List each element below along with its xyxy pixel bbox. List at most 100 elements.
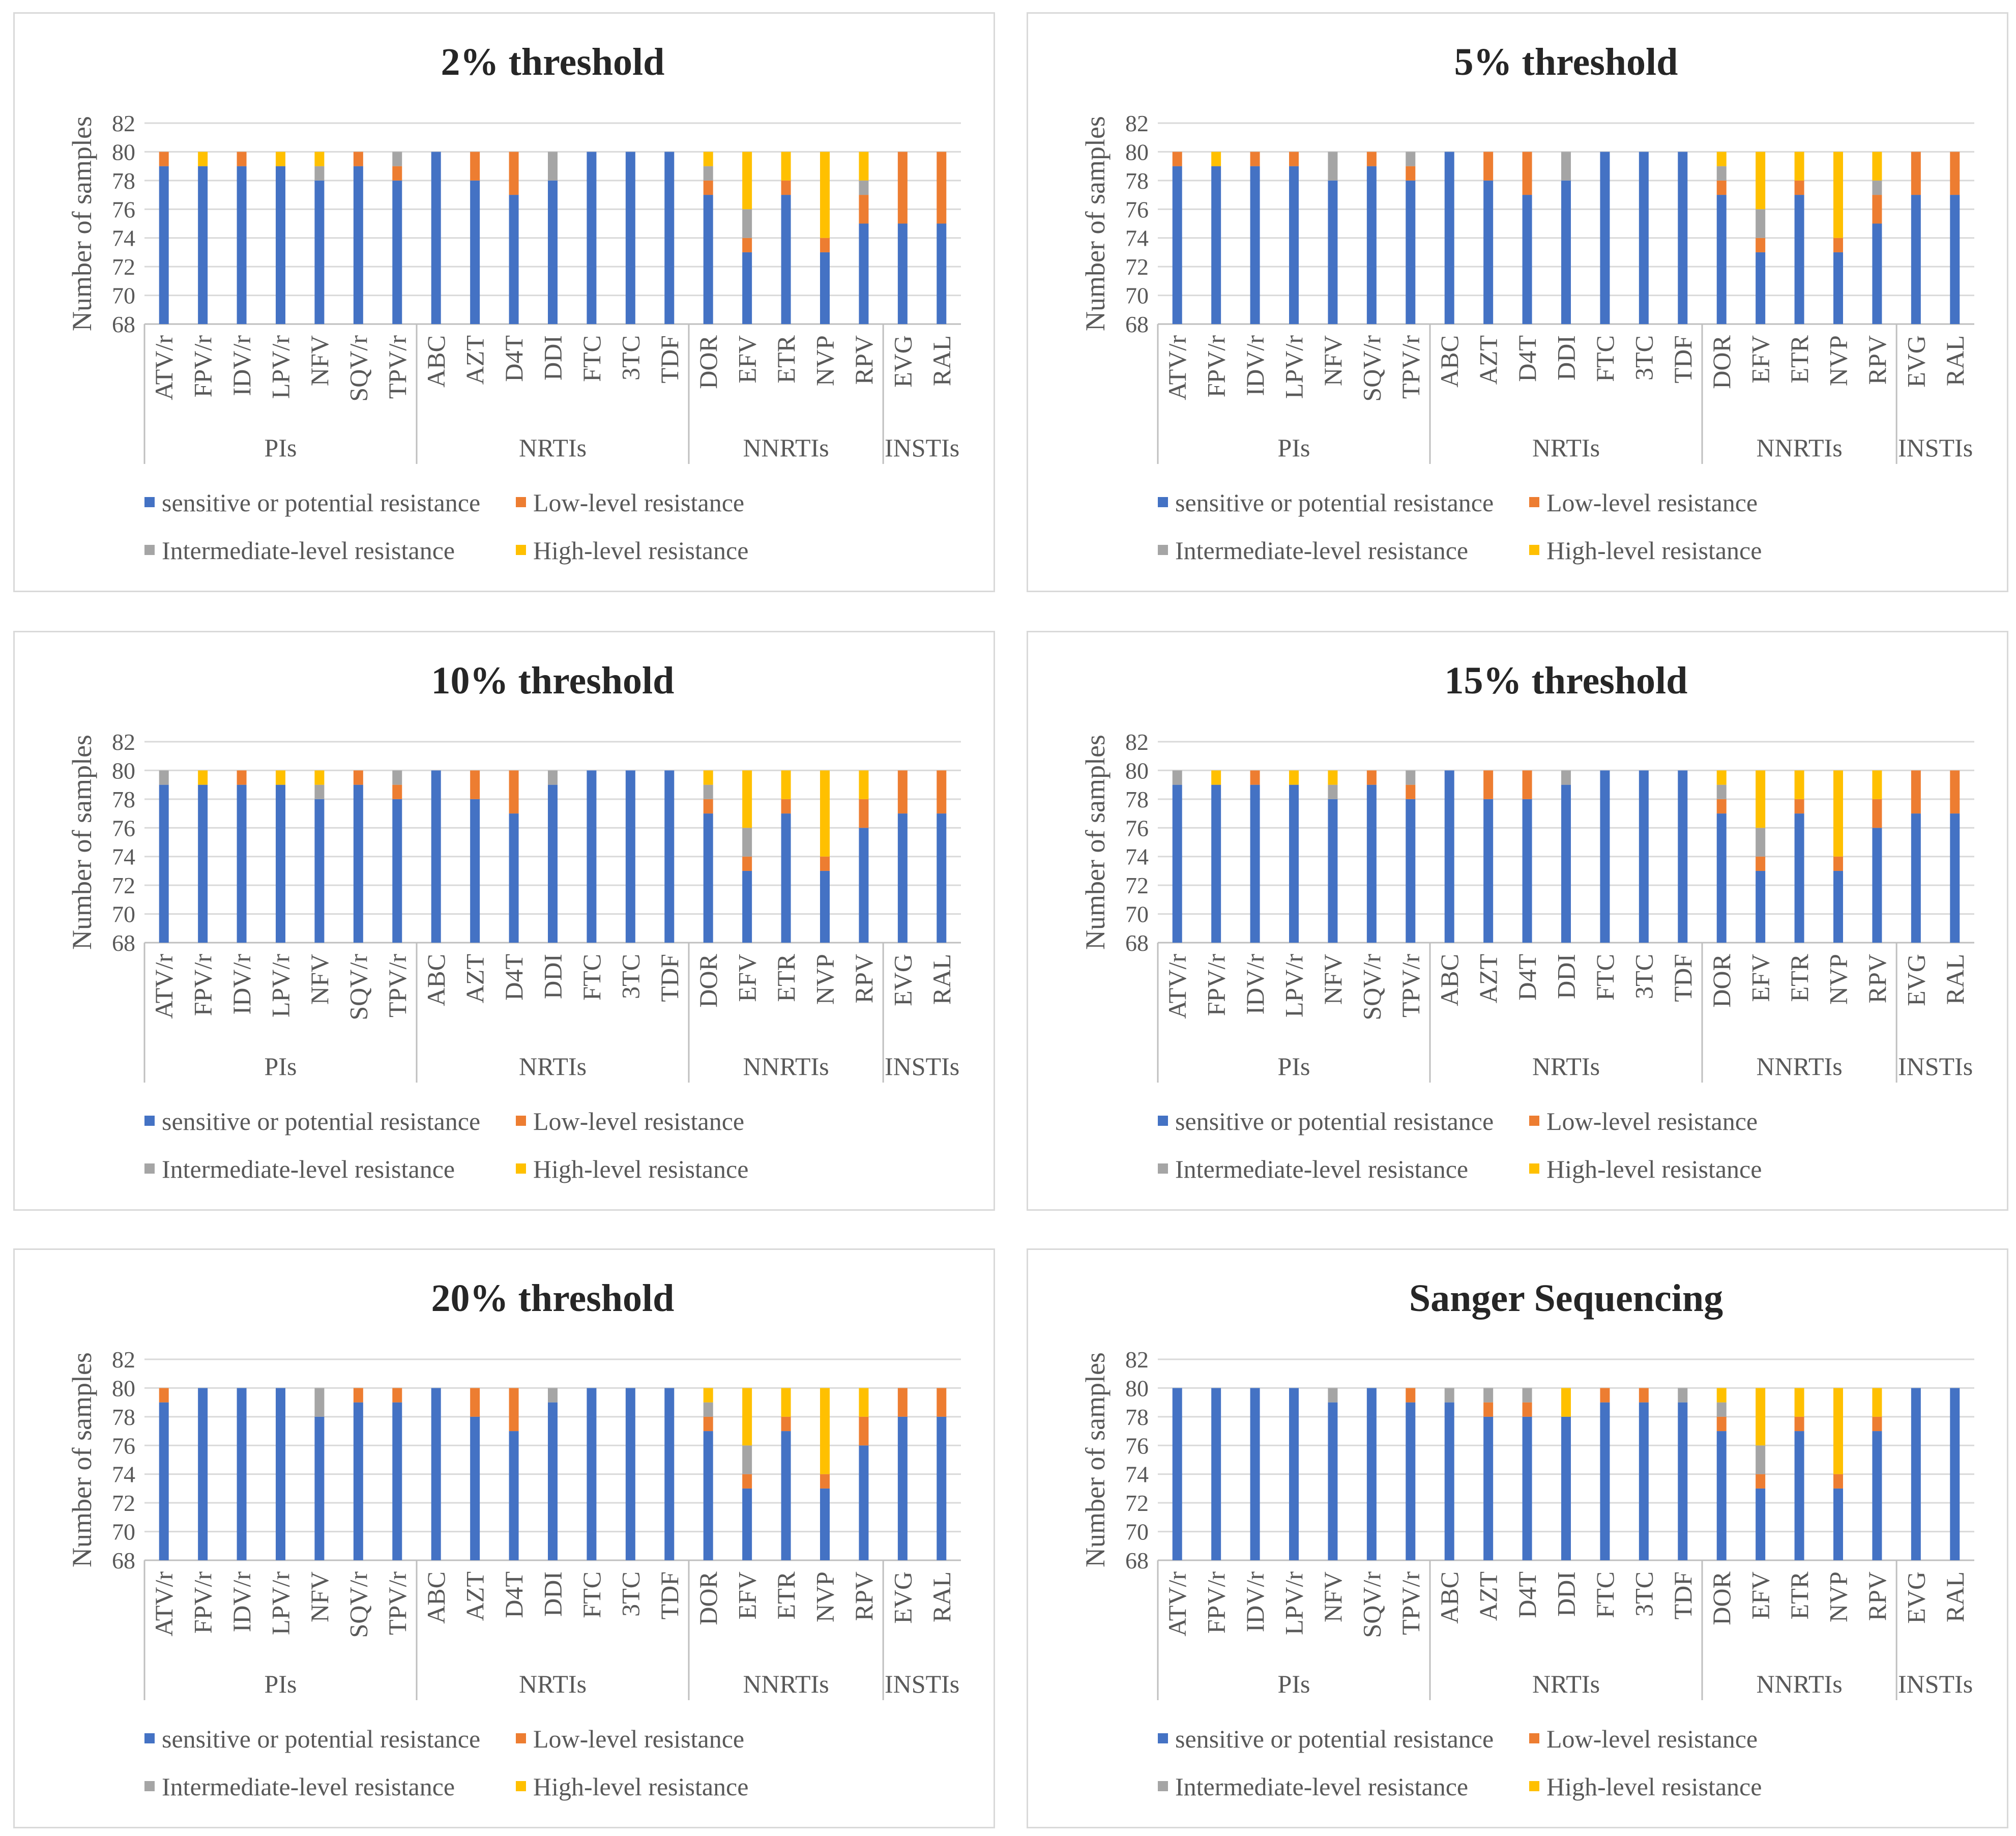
category-label: 3TC	[616, 1571, 645, 1617]
bar-tpv-r-sensitive-or-potential-resistance	[392, 799, 402, 943]
bar-efv-low-level-resistance	[1756, 238, 1766, 252]
bar-sqv-r-sensitive-or-potential-resistance	[353, 166, 363, 324]
bar-evg-low-level-resistance	[1911, 152, 1921, 195]
bar-sqv-r-low-level-resistance	[353, 770, 363, 785]
bar-evg-low-level-resistance	[897, 1388, 908, 1417]
legend-label-sensitive-or-potential-resistance: sensitive or potential resistance	[162, 488, 480, 517]
category-label: EFV	[733, 1571, 762, 1619]
category-label: DOR	[1707, 335, 1736, 389]
bar-tdf-sensitive-or-potential-resistance	[1678, 1402, 1688, 1560]
bar-nfv-intermediate-level-resistance	[314, 784, 325, 799]
legend-swatch-high-level-resistance	[1529, 1163, 1539, 1174]
bar-dor-intermediate-level-resistance	[1716, 784, 1727, 799]
legend-swatch-sensitive-or-potential-resistance	[144, 1733, 155, 1743]
y-tick-label: 80	[1125, 139, 1149, 165]
bar-fpv-r-sensitive-or-potential-resistance	[1211, 1388, 1221, 1560]
bar-d4t-low-level-resistance	[509, 152, 519, 195]
bar-dor-intermediate-level-resistance	[703, 166, 713, 181]
legend-label-high-level-resistance: High-level resistance	[1546, 1155, 1762, 1183]
group-label-pis: PIs	[265, 1670, 297, 1698]
bar-efv-high-level-resistance	[742, 1388, 752, 1446]
bar-atv-r-sensitive-or-potential-resistance	[1172, 1388, 1182, 1560]
legend-label-low-level-resistance: Low-level resistance	[533, 488, 744, 517]
legend-label-low-level-resistance: Low-level resistance	[1546, 1107, 1758, 1135]
bar-dor-high-level-resistance	[703, 152, 713, 166]
bar-ftc-sensitive-or-potential-resistance	[1600, 770, 1610, 943]
category-label: TPV/r	[383, 1571, 412, 1635]
category-label: DDI	[1552, 1571, 1581, 1617]
category-label: ETR	[1785, 335, 1814, 383]
category-label: NFV	[1319, 954, 1347, 1005]
bar-ral-low-level-resistance	[1950, 770, 1960, 814]
bar-nfv-sensitive-or-potential-resistance	[1328, 1402, 1338, 1560]
category-label: SQV/r	[344, 954, 372, 1021]
legend-swatch-high-level-resistance	[516, 545, 526, 555]
y-tick-label: 78	[112, 786, 135, 812]
bar-tpv-r-intermediate-level-resistance	[392, 152, 402, 166]
bar-rpv-sensitive-or-potential-resistance	[859, 1445, 869, 1560]
category-label: DDI	[539, 1571, 567, 1617]
y-tick-label: 70	[112, 1519, 135, 1545]
bar-etr-sensitive-or-potential-resistance	[781, 813, 791, 943]
chart-title: 15% threshold	[1445, 659, 1688, 702]
category-label: SQV/r	[1357, 954, 1386, 1021]
bar-ftc-sensitive-or-potential-resistance	[1600, 152, 1610, 324]
category-label: DDI	[1552, 954, 1581, 999]
category-label: IDV/r	[1241, 1571, 1269, 1633]
y-axis-label: Number of samples	[67, 735, 97, 950]
bar-tpv-r-sensitive-or-potential-resistance	[392, 180, 402, 324]
bar-fpv-r-high-level-resistance	[198, 152, 208, 166]
bar-evg-low-level-resistance	[897, 152, 908, 224]
category-label: EFV	[1746, 1571, 1775, 1619]
group-label-nnrtis: NNRTIs	[1756, 1670, 1842, 1698]
bar-efv-intermediate-level-resistance	[742, 828, 752, 857]
legend-label-high-level-resistance: High-level resistance	[1546, 536, 1762, 565]
category-label: ETR	[1785, 953, 1814, 1002]
y-tick-label: 78	[1125, 1404, 1149, 1430]
category-label: AZT	[461, 1571, 489, 1621]
category-label: ETR	[1785, 1571, 1814, 1619]
bar-lpv-r-high-level-resistance	[276, 152, 285, 166]
chart-title: 2% threshold	[441, 41, 665, 83]
bar-efv-sensitive-or-potential-resistance	[1756, 1488, 1766, 1560]
bar-ral-low-level-resistance	[937, 770, 947, 814]
bar-atv-r-sensitive-or-potential-resistance	[159, 784, 169, 943]
bar-dor-high-level-resistance	[703, 1388, 713, 1403]
bar-tpv-r-sensitive-or-potential-resistance	[392, 1402, 402, 1560]
category-label: D4T	[500, 335, 528, 382]
category-label: DOR	[1707, 953, 1736, 1007]
group-label-nnrtis: NNRTIs	[743, 433, 829, 462]
bar-efv-low-level-resistance	[742, 1474, 752, 1489]
bar-dor-high-level-resistance	[703, 770, 713, 785]
bar-atv-r-intermediate-level-resistance	[1172, 770, 1182, 785]
category-label: ATV/r	[150, 954, 178, 1019]
category-label: 3TC	[1629, 1571, 1658, 1617]
bar-atv-r-low-level-resistance	[1172, 152, 1182, 166]
bar-ddi-intermediate-level-resistance	[1561, 152, 1571, 181]
bar-ral-low-level-resistance	[937, 152, 947, 224]
y-tick-label: 78	[112, 1404, 135, 1430]
category-label: RAL	[1941, 1571, 1969, 1622]
bar-azt-sensitive-or-potential-resistance	[1483, 799, 1494, 943]
bar-etr-low-level-resistance	[781, 180, 791, 195]
bar-efv-sensitive-or-potential-resistance	[742, 252, 752, 324]
category-label: TPV/r	[1396, 1571, 1425, 1635]
category-label: D4T	[1513, 335, 1541, 382]
bar-abc-sensitive-or-potential-resistance	[1444, 152, 1454, 324]
y-tick-label: 68	[112, 311, 135, 337]
category-label: TPV/r	[1396, 335, 1425, 399]
chart-panel-15pct: 15% threshold Number of samples 68 70 72 74 76…	[1027, 631, 2008, 1211]
category-label: DOR	[694, 1571, 722, 1625]
bar-tpv-r-low-level-resistance	[392, 166, 402, 181]
bar-etr-low-level-resistance	[781, 799, 791, 814]
y-tick-label: 68	[1125, 311, 1149, 337]
category-label: 3TC	[616, 954, 645, 999]
category-label: IDV/r	[227, 335, 256, 396]
category-label: EVG	[888, 335, 917, 388]
category-label: FPV/r	[1202, 954, 1231, 1016]
bar-etr-high-level-resistance	[781, 152, 791, 181]
bar-azt-sensitive-or-potential-resistance	[1483, 180, 1494, 324]
category-label: DOR	[694, 953, 722, 1007]
bar-nvp-low-level-resistance	[1833, 1474, 1843, 1489]
bar-fpv-r-sensitive-or-potential-resistance	[198, 784, 208, 943]
